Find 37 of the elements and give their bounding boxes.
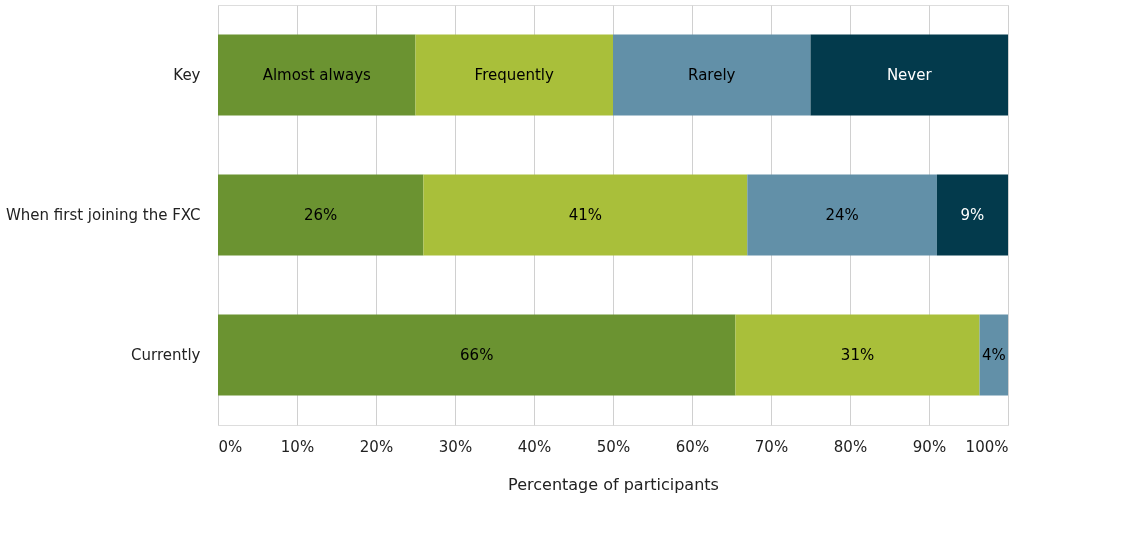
y-tick-label: When first joining the FXC <box>5 206 201 224</box>
y-tick-label: Key <box>173 66 201 84</box>
x-tick-label: 20% <box>359 437 394 456</box>
series-label: Never <box>886 66 933 84</box>
x-tick-label: 70% <box>754 437 789 456</box>
x-tick-label: 80% <box>833 437 868 456</box>
bar <box>613 34 811 116</box>
x-tick-label: 50% <box>596 437 631 456</box>
bar <box>218 34 416 116</box>
bar <box>415 34 613 116</box>
x-tick-label: 0% <box>218 437 243 456</box>
y-tick-label: Currently <box>131 346 201 364</box>
data-label: 26% <box>304 206 338 224</box>
bar <box>936 174 1008 256</box>
bar <box>218 174 424 256</box>
x-tick-label: 90% <box>912 437 947 456</box>
x-tick-label: 10% <box>280 437 315 456</box>
x-tick-label: 60% <box>675 437 710 456</box>
series-label: Rarely <box>688 66 736 84</box>
bar <box>810 34 1008 116</box>
data-label: 9% <box>960 206 985 224</box>
bar <box>979 314 1008 396</box>
bar <box>735 314 980 396</box>
x-tick-label: 40% <box>517 437 552 456</box>
series-label: Frequently <box>474 66 555 84</box>
x-tick-label: 30% <box>438 437 473 456</box>
x-tick-label: 100% <box>965 437 1009 456</box>
bar <box>218 314 736 396</box>
series-label: Almost always <box>262 66 372 84</box>
bar <box>747 174 937 256</box>
data-label: 31% <box>840 346 875 364</box>
data-label: 4% <box>981 346 1006 364</box>
data-label: 66% <box>460 346 494 364</box>
x-axis-title: Percentage of participants <box>508 474 719 494</box>
data-label: 41% <box>568 206 603 224</box>
bar <box>423 174 748 256</box>
data-label: 24% <box>825 206 859 224</box>
